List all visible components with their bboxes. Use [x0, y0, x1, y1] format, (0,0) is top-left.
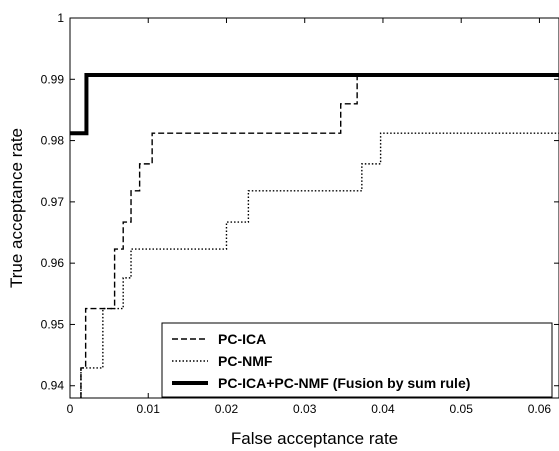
y-tick-label: 0.98	[41, 134, 65, 148]
y-tick-label: 0.99	[41, 72, 65, 86]
y-tick-label: 0.95	[41, 317, 65, 331]
y-tick-label: 1	[57, 11, 64, 25]
ticks-layer: 0 0.01 0.02 0.03 0.04 0.05 0.06 0.94 0.95 0.96 0.9…	[41, 11, 559, 416]
y-tick-label: 0.94	[41, 379, 65, 393]
y-tick-label: 0.96	[41, 256, 65, 270]
x-tick-label: 0.06	[528, 402, 552, 416]
x-tick-label: 0.05	[450, 402, 474, 416]
x-axis-label: False acceptance rate	[231, 429, 398, 448]
series-line-1	[80, 74, 559, 398]
x-tick-label: 0	[67, 402, 74, 416]
legend: PC-ICA PC-NMF PC-ICA+PC-NMF (Fusion by sum…	[161, 322, 553, 398]
series-layer	[70, 73, 559, 398]
y-tick-label: 0.97	[41, 195, 65, 209]
legend-box	[161, 322, 553, 398]
series-line-2	[80, 132, 559, 398]
series-line-3	[70, 73, 559, 136]
legend-label-2: PC-NMF	[218, 353, 273, 369]
legend-label-1: PC-ICA	[218, 331, 266, 347]
x-tick-label: 0.02	[215, 402, 239, 416]
x-tick-label: 0.03	[293, 402, 317, 416]
y-axis-label: True acceptance rate	[7, 128, 26, 288]
x-tick-label: 0.04	[371, 402, 395, 416]
x-tick-label: 0.01	[137, 402, 161, 416]
legend-label-3: PC-ICA+PC-NMF (Fusion by sum rule)	[218, 375, 470, 391]
